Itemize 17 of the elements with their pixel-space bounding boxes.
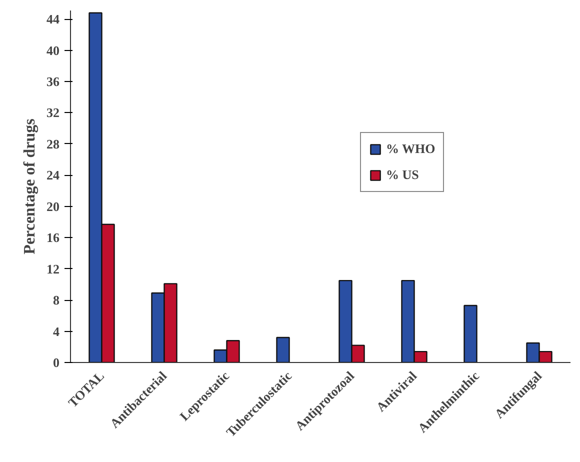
y-tick-label: 0 [53, 355, 60, 370]
y-tick-label: 8 [53, 292, 60, 308]
bar [464, 304, 478, 362]
y-axis-title: Percentage of drugs [22, 118, 38, 254]
legend-label: % WHO [386, 141, 436, 157]
y-tick-label: 4 [53, 324, 60, 339]
y-tick-label: 24 [46, 168, 60, 183]
y-tick-label: 32 [46, 105, 60, 120]
y-tick-label: 44 [46, 12, 60, 27]
y-tick-label: 28 [46, 136, 60, 152]
y-tick-label: 36 [46, 74, 60, 90]
y-tick-label: 20 [46, 198, 60, 214]
legend-label: % US [386, 167, 419, 183]
bar [276, 336, 290, 362]
y-tick-label: 12 [46, 261, 60, 276]
y-tick-label: 40 [46, 42, 60, 58]
y-tick-label: 16 [46, 230, 60, 246]
